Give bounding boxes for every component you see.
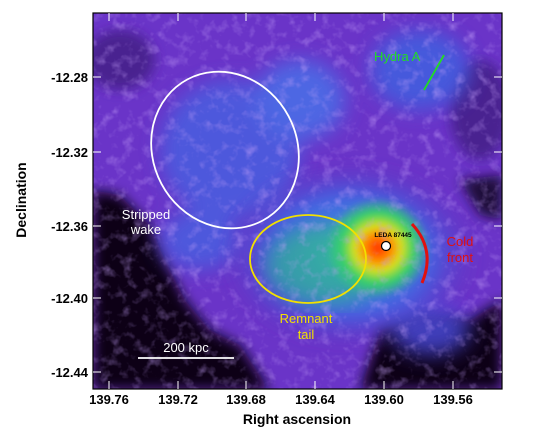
x-tick-label: 139.60: [364, 392, 404, 407]
y-tick-label: -12.32: [51, 145, 88, 160]
leda-galaxy-marker: [380, 240, 392, 252]
cold-front-label-1: Cold: [447, 234, 474, 249]
cold-front-label-2: front: [447, 250, 473, 265]
y-axis-label: Declination: [13, 162, 29, 237]
stripped-wake-label-1: Stripped: [122, 207, 170, 222]
x-tick-label: 139.64: [295, 392, 336, 407]
y-tick-label: -12.44: [51, 365, 89, 380]
x-axis-label: Right ascension: [243, 411, 351, 427]
y-tick-label: -12.28: [51, 70, 88, 85]
scale-bar-label: 200 kpc: [163, 340, 209, 355]
hydra-a-label: Hydra A: [374, 49, 421, 64]
image-frame: [92, 12, 503, 390]
xray-image: [93, 13, 502, 389]
stripped-wake-ellipse: [150, 70, 300, 230]
y-tick-label: -12.40: [51, 291, 88, 306]
y-tick-label: -12.36: [51, 219, 88, 234]
x-tick-label: 139.76: [89, 392, 129, 407]
remnant-tail-label-1: Remnant: [280, 311, 333, 326]
cold-front-arc: [410, 222, 429, 284]
remnant-tail-ellipse: [249, 214, 367, 304]
remnant-tail-label-2: tail: [298, 327, 315, 342]
x-tick-label: 139.68: [226, 392, 266, 407]
x-tick-label: 139.56: [433, 392, 473, 407]
x-tick-label: 139.72: [158, 392, 198, 407]
hydra-a-direction-line: [423, 54, 445, 91]
stripped-wake-label-2: wake: [130, 222, 161, 237]
tick-marks: [93, 13, 502, 389]
leda-galaxy-label: LEDA 87445: [374, 232, 412, 239]
